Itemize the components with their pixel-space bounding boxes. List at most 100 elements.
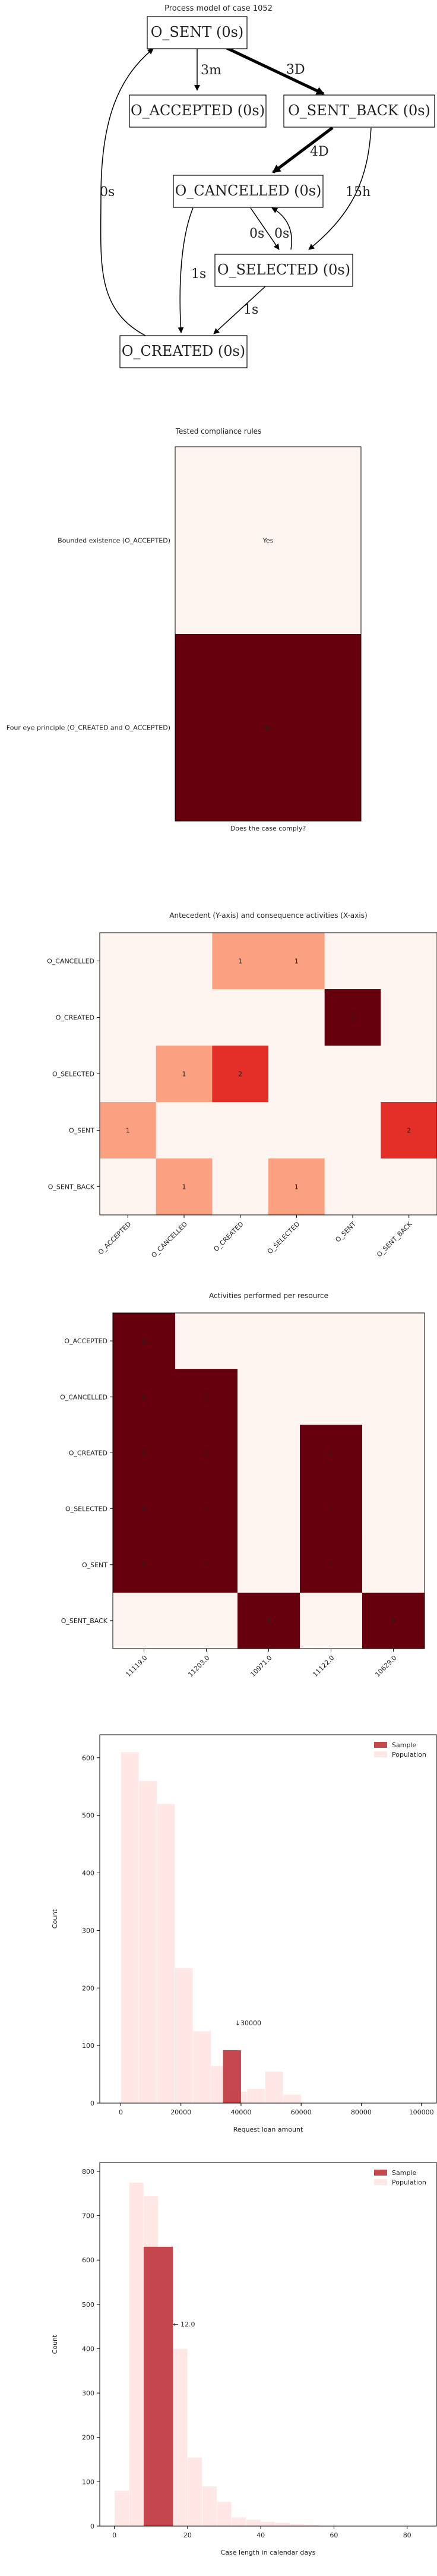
svg-antecedent-col-label-1: O_CANCELLED	[150, 1220, 189, 1259]
svg-loan-population-bar-4	[192, 2031, 211, 2104]
svg-resource-cell-4-1	[175, 1536, 238, 1593]
svg-antecedent-value-0-2: 1	[238, 958, 242, 965]
node-o-selected: O_SELECTED (0s)	[214, 254, 353, 287]
svg-loan-sample-bar	[223, 2050, 241, 2103]
svg-length-ytick-label-5: 500	[82, 2301, 94, 2309]
svg-resource-row-label-3: O_SELECTED	[65, 1505, 107, 1513]
svg-resource-cell-5-1	[175, 1592, 238, 1649]
svg-loan-ytick-label-2: 200	[82, 1984, 94, 1992]
node-o-sent-label: O_SENT (0s)	[151, 24, 244, 40]
svg-loan-frame	[99, 1734, 437, 2104]
svg-resource-cell-1-3	[300, 1369, 363, 1425]
svg-length-population-bar-11	[275, 2522, 290, 2527]
svg-resource-cell-4-3	[300, 1536, 363, 1593]
svg-resource-col-label-4: 10629.0	[373, 1654, 398, 1678]
node-o-sent-back-label: O_SENT_BACK (0s)	[288, 102, 430, 119]
svg-antecedent-cell-4-2	[212, 1158, 269, 1216]
edge-selected-created	[213, 286, 266, 334]
svg-loan-ytick-label-4: 400	[82, 1870, 94, 1877]
svg-antecedent-value-1-4: 3	[351, 1014, 355, 1022]
svg-antecedent-row-label-4: O_SENT_BACK	[48, 1183, 95, 1191]
svg-length-legend-label-population: Population	[392, 2179, 426, 2186]
svg-resource-cell-3-0	[113, 1480, 176, 1538]
svg-resource-cell-2-4	[362, 1425, 425, 1481]
svg-resource-col-label-3: 11122.0	[311, 1654, 335, 1678]
svg-resource-cell-4-4	[362, 1536, 425, 1593]
svg-length-xtick-label-3: 60	[330, 2531, 338, 2539]
svg-antecedent-col-label-3: O_SELECTED	[266, 1220, 301, 1255]
svg-antecedent-cell-2-2	[212, 1046, 269, 1103]
svg-antecedent-cell-3-3	[268, 1102, 325, 1159]
node-o-created: O_CREATED (0s)	[119, 335, 248, 368]
svg-antecedent-title: Antecedent (Y-axis) and consequence acti…	[169, 911, 367, 920]
svg-resource-cell-1-2	[238, 1369, 300, 1425]
svg-antecedent-cell-2-3	[268, 1046, 325, 1103]
svg-resource-cell-0-2	[238, 1313, 300, 1369]
svg-resource-cell-4-2	[238, 1536, 300, 1593]
antecedent-heatmap: Antecedent (Y-axis) and consequence acti…	[47, 911, 437, 1259]
svg-loan-annotation: ↓30000	[235, 2019, 261, 2027]
svg-resource-col-label-0: 11119.0	[124, 1654, 148, 1678]
svg-loan-ytick-label-1: 100	[82, 2042, 94, 2050]
svg-loan-xtick-label-4: 80000	[351, 2108, 372, 2116]
svg-loan-population-bar-7	[246, 2088, 265, 2104]
svg-loan-xlabel: Request loan amount	[233, 2126, 303, 2133]
svg-antecedent-cell-1-2	[212, 989, 269, 1046]
svg-antecedent-col-label-2: O_CREATED	[212, 1220, 245, 1253]
svg-length-xtick-label-1: 20	[183, 2531, 192, 2539]
svg-antecedent-value-2-2: 2	[238, 1071, 242, 1078]
compliance-heatmap: Tested compliance rules Yes Bounded existe…	[7, 427, 362, 832]
compliance-row-label-1: Four eye principle (O_CREATED and O_ACCE…	[7, 724, 170, 732]
svg-resource-value-4-1: 1	[204, 1561, 208, 1569]
svg-antecedent-row-label-0: O_CANCELLED	[47, 958, 94, 965]
svg-resource-value-2-0: 1	[142, 1449, 146, 1457]
svg-resource-row-label-4: O_SENT	[82, 1561, 107, 1569]
svg-resource-col-label-2: 10971.0	[249, 1654, 273, 1678]
svg-length-annotation: ← 12.0	[173, 2321, 195, 2328]
svg-resource-cell-1-1	[175, 1369, 238, 1425]
svg-length-population-bar-1	[129, 2182, 144, 2527]
edge-label-created-sent: 0s	[100, 185, 115, 200]
svg-loan-population-bar-1	[138, 1781, 157, 2104]
svg-resource-cell-5-0	[113, 1592, 176, 1649]
compliance-cell-1	[175, 634, 361, 821]
svg-length-population-bar-7	[216, 2501, 232, 2527]
node-o-cancelled: O_CANCELLED (0s)	[173, 175, 324, 208]
svg-length-population-bar-10	[260, 2521, 276, 2527]
edge-sent-back-cancelled	[272, 127, 334, 173]
svg-resource-cell-2-1	[175, 1425, 238, 1481]
svg-length-ytick-label-2: 200	[82, 2434, 94, 2442]
svg-antecedent-row-label-2: O_SELECTED	[52, 1071, 94, 1078]
svg-resource-row-label-0: O_ACCEPTED	[64, 1337, 107, 1345]
svg-length-legend-swatch-population	[374, 2179, 387, 2185]
svg-resource-value-3-0: 1	[142, 1505, 146, 1513]
svg-resource-value-4-0: 1	[142, 1561, 146, 1569]
node-o-sent: O_SENT (0s)	[147, 16, 248, 49]
svg-antecedent-value-0-3: 1	[294, 958, 299, 965]
edge-cancelled-selected	[250, 207, 280, 250]
svg-antecedent-cell-4-1	[156, 1158, 213, 1216]
svg-antecedent-col-label-0: O_ACCEPTED	[97, 1220, 133, 1257]
svg-antecedent-cell-0-0	[100, 933, 157, 990]
edge-label-selected-created: 1s	[243, 302, 258, 317]
svg-resource-value-2-3: 1	[329, 1449, 333, 1457]
svg-resource-row-label-1: O_CANCELLED	[60, 1393, 107, 1401]
svg-length-xlabel: Case length in calendar days	[221, 2549, 316, 2556]
svg-resource-cell-5-4	[362, 1592, 425, 1649]
svg-loan-legend-label-sample: Sample	[392, 1741, 416, 1749]
svg-antecedent-cell-3-5	[381, 1102, 437, 1159]
svg-antecedent-cell-1-1	[156, 989, 213, 1046]
svg-loan-ytick-label-5: 500	[82, 1812, 94, 1820]
svg-length-sample-bar	[143, 2246, 173, 2526]
svg-resource-cell-0-1	[175, 1313, 238, 1369]
svg-antecedent-cell-4-5	[381, 1158, 437, 1216]
edge-created-sent	[100, 48, 154, 336]
resource-panel: Activities performed per resource 1 1 1 1 1 1 1…	[0, 1283, 437, 1699]
case-length-panel: ← 12.0 0 100 200 300 400 500 600 700 800 0 20 40 60 80…	[0, 2151, 437, 2574]
svg-antecedent-cell-1-0	[100, 989, 157, 1046]
svg-length-ytick-label-7: 700	[82, 2212, 94, 2220]
edge-label-sent-accepted: 3m	[201, 63, 221, 78]
svg-antecedent-cell-2-1	[156, 1046, 213, 1103]
svg-length-population-bar-8	[231, 2517, 246, 2527]
svg-antecedent-col-label-5: O_SENT_BACK	[375, 1220, 414, 1258]
